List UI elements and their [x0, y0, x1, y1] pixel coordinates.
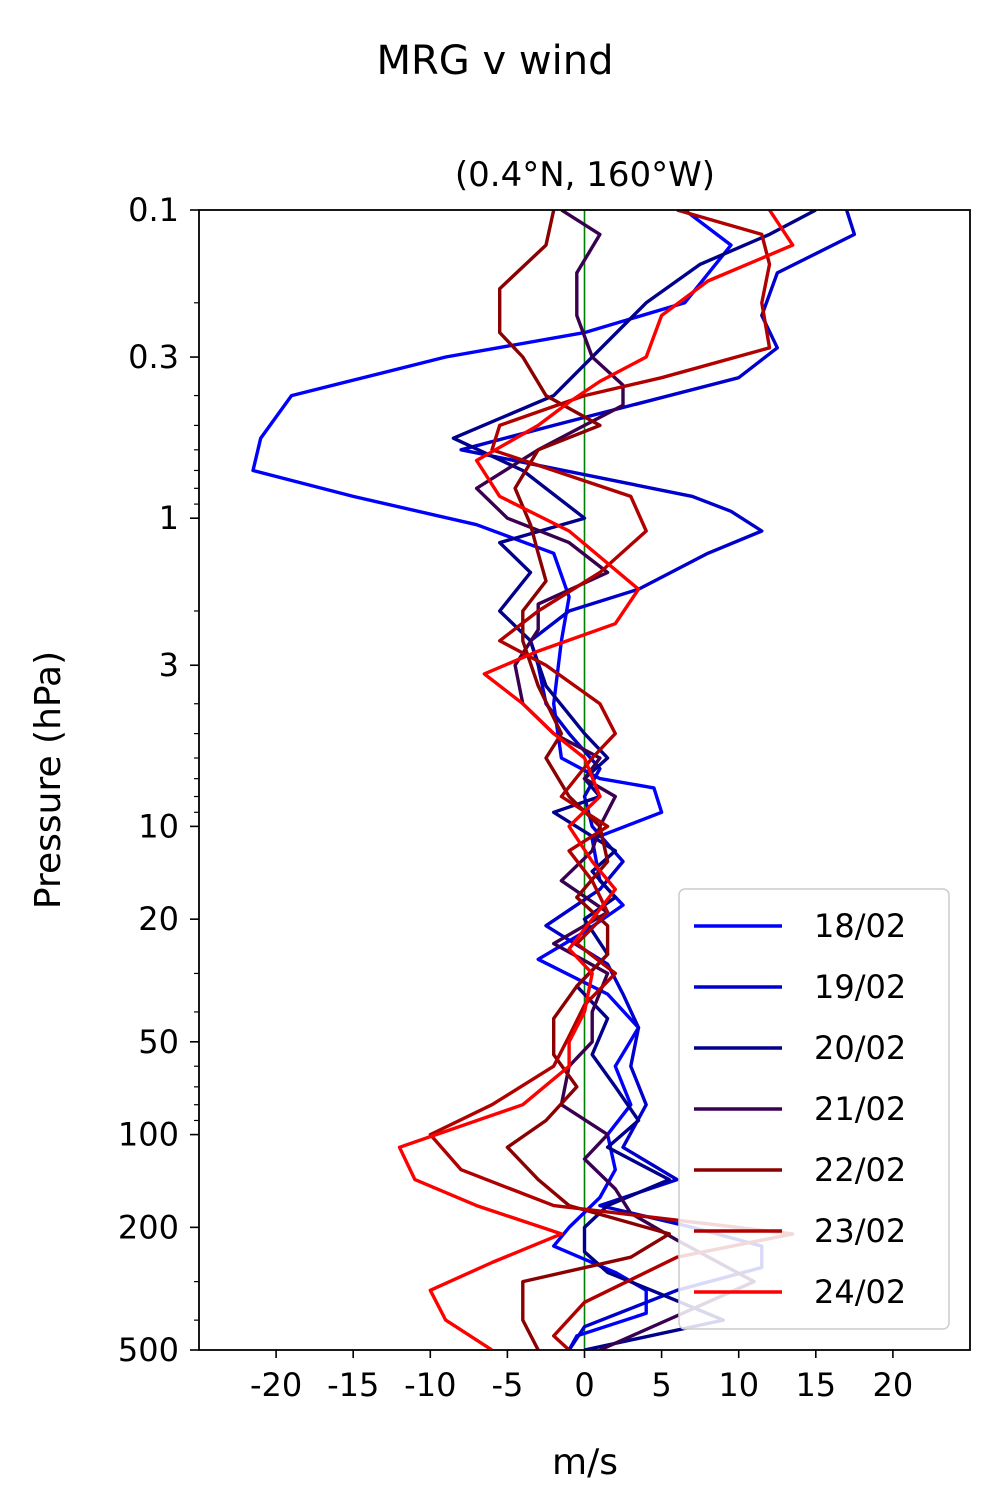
- y-tick-label: 0.3: [128, 338, 179, 376]
- legend-label: 19/02: [814, 968, 906, 1006]
- x-axis-label: m/s: [552, 1442, 618, 1483]
- series-line-21-02: [474, 210, 756, 1350]
- x-tick-label: 0: [574, 1366, 594, 1404]
- series-line-24-02: [397, 210, 795, 1350]
- x-tick-label: -20: [250, 1366, 302, 1404]
- y-tick-label: 3: [159, 646, 179, 684]
- y-tick-label: 10: [138, 807, 179, 845]
- y-tick-label: 50: [138, 1023, 179, 1061]
- legend-label: 24/02: [814, 1273, 906, 1311]
- legend-label: 20/02: [814, 1029, 906, 1067]
- y-tick-label: 200: [118, 1208, 179, 1246]
- y-tick-label: 100: [118, 1116, 179, 1154]
- x-tick-label: -15: [327, 1366, 379, 1404]
- x-tick-label: 20: [873, 1366, 914, 1404]
- series-line-22-02: [498, 210, 671, 1350]
- y-tick-label: 1: [159, 499, 179, 537]
- x-tick-label: 10: [718, 1366, 759, 1404]
- legend-label: 23/02: [814, 1212, 906, 1250]
- y-tick-label: 20: [138, 900, 179, 938]
- series-line-18-02: [251, 210, 733, 1350]
- y-tick-label: 0.1: [128, 191, 179, 229]
- x-tick-label: 5: [651, 1366, 671, 1404]
- legend-box: [678, 888, 950, 1330]
- x-tick-label: -10: [404, 1366, 456, 1404]
- legend-label: 22/02: [814, 1151, 906, 1189]
- chart-title: (0.4°N, 160°W): [455, 155, 715, 195]
- x-tick-label: -5: [491, 1366, 523, 1404]
- series-line-20-02: [451, 210, 817, 1350]
- figure-title: MRG v wind: [377, 38, 614, 84]
- y-axis-label: Pressure (hPa): [28, 651, 69, 909]
- legend: 18/02 19/02 20/02 21/02 22/02 23/02 24/02: [678, 888, 950, 1330]
- series-layer: [251, 210, 857, 1350]
- y-tick-label: 500: [118, 1331, 179, 1369]
- legend-label: 21/02: [814, 1090, 906, 1128]
- legend-label: 18/02: [814, 907, 906, 945]
- x-tick-label: 15: [795, 1366, 836, 1404]
- axes-layer: -20 -15 -10 -5 0 5 10 15 20 0.1 0.3 1 3 10 20 50 100 200 5…: [118, 191, 971, 1404]
